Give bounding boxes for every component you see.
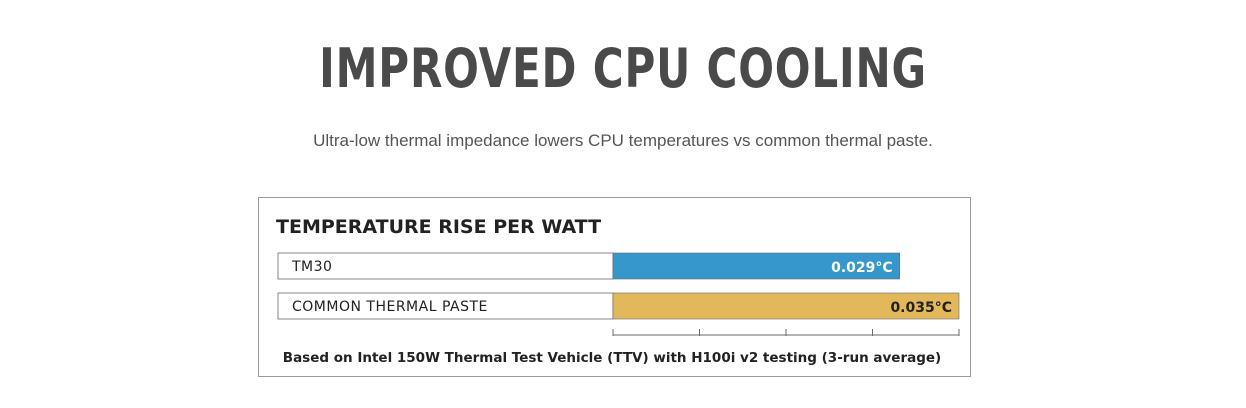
chart-panel: TEMPERATURE RISE PER WATT TM30 0.029°C COM… <box>258 197 971 377</box>
page-title: IMPROVED CPU COOLING <box>319 37 927 100</box>
bar-chart: TEMPERATURE RISE PER WATT TM30 0.029°C COM… <box>276 216 960 366</box>
chart-title: TEMPERATURE RISE PER WATT <box>276 216 601 238</box>
row-label-box-common-thermal-paste <box>277 292 614 320</box>
category-label-common-thermal-paste: COMMON THERMAL PASTE <box>292 299 488 315</box>
category-label-tm30: TM30 <box>291 259 332 275</box>
chart-footnote: Based on Intel 150W Thermal Test Vehicle… <box>283 350 941 366</box>
row-label-box-tm30 <box>277 252 614 280</box>
page-subtitle: Ultra-low thermal impedance lowers CPU t… <box>313 131 933 150</box>
value-label-common-thermal-paste: 0.035°C <box>890 300 952 316</box>
bar-common-thermal-paste <box>612 292 960 320</box>
value-label-tm30: 0.029°C <box>831 260 893 276</box>
bar-tm30 <box>612 252 900 280</box>
